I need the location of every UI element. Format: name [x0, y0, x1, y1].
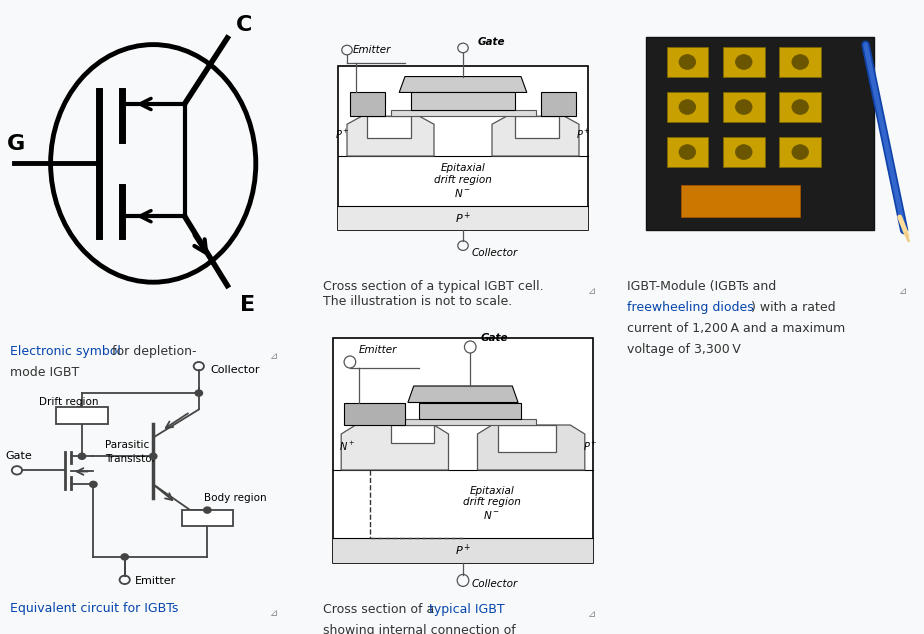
Text: IGBT-Module (IGBTs and: IGBT-Module (IGBTs and [627, 280, 776, 293]
Bar [391, 425, 434, 443]
Polygon shape [399, 77, 527, 93]
Text: ⊿: ⊿ [270, 608, 278, 618]
Text: Cross section of a typical IGBT cell.
The illustration is not to scale.: Cross section of a typical IGBT cell. Th… [323, 280, 543, 308]
Text: Drift region: Drift region [39, 398, 99, 408]
Bar [56, 407, 107, 424]
Bar [780, 48, 821, 77]
Circle shape [150, 453, 157, 459]
Text: Emitter: Emitter [135, 576, 176, 586]
Polygon shape [341, 425, 448, 470]
Bar [516, 116, 559, 138]
Text: Parasitic: Parasitic [104, 439, 149, 450]
Bar [405, 419, 536, 425]
Text: Emitter: Emitter [353, 45, 391, 55]
Text: $P^+$: $P^+$ [455, 210, 471, 226]
Bar [344, 403, 405, 425]
Circle shape [79, 453, 86, 459]
Bar [419, 403, 521, 419]
Bar [338, 207, 588, 230]
Bar [666, 138, 708, 167]
Circle shape [203, 507, 211, 513]
Text: Collector: Collector [471, 579, 518, 589]
Polygon shape [646, 37, 874, 230]
Text: mode IGBT: mode IGBT [10, 366, 79, 379]
Text: Cross section of a: Cross section of a [323, 603, 438, 616]
Text: $N^+$: $N^+$ [529, 120, 545, 133]
Polygon shape [407, 386, 518, 403]
Text: $P^+$: $P^+$ [576, 128, 590, 141]
Bar [541, 93, 576, 116]
Text: Equivalent circuit for IGBTs: Equivalent circuit for IGBTs [10, 602, 178, 615]
Text: current of 1,200 A and a maximum: current of 1,200 A and a maximum [627, 322, 845, 335]
Circle shape [736, 55, 752, 69]
Bar [780, 138, 821, 167]
Text: ⊿: ⊿ [588, 609, 596, 619]
Text: ⊿: ⊿ [270, 351, 278, 361]
Text: showing internal connection of: showing internal connection of [323, 624, 516, 634]
Circle shape [792, 100, 808, 115]
Bar [333, 538, 593, 563]
Circle shape [736, 145, 752, 160]
Bar [498, 425, 556, 452]
Text: $N^+$: $N^+$ [381, 120, 397, 133]
Text: Body region: Body region [204, 493, 267, 503]
Text: $N^+$: $N^+$ [404, 428, 420, 441]
Text: Collector: Collector [471, 248, 518, 258]
Text: for depletion-: for depletion- [108, 345, 197, 358]
Polygon shape [478, 425, 585, 470]
Bar [368, 116, 411, 138]
Text: Gate: Gate [5, 451, 31, 462]
Text: Gate: Gate [480, 333, 508, 343]
Text: freewheeling diodes: freewheeling diodes [627, 301, 754, 314]
Circle shape [121, 554, 128, 560]
Circle shape [679, 145, 696, 160]
Bar [681, 185, 800, 217]
Text: Transistor: Transistor [104, 453, 156, 463]
Text: $P^+$: $P^+$ [455, 543, 471, 558]
Text: E: E [239, 295, 255, 315]
Text: Epitaxial
drift region
$N^-$: Epitaxial drift region $N^-$ [434, 164, 492, 199]
Bar [333, 338, 593, 563]
Text: ⊿: ⊿ [588, 286, 596, 296]
Circle shape [90, 481, 97, 488]
Polygon shape [492, 116, 579, 156]
Circle shape [195, 390, 202, 396]
Circle shape [679, 100, 696, 115]
Bar [666, 93, 708, 122]
Text: G: G [6, 134, 25, 153]
Text: Emitter: Emitter [359, 345, 397, 355]
Circle shape [679, 55, 696, 69]
Text: $N^+$: $N^+$ [339, 439, 355, 453]
Text: voltage of 3,300 V: voltage of 3,300 V [627, 343, 741, 356]
Text: Collector: Collector [210, 365, 260, 375]
Bar [666, 48, 708, 77]
Text: $P^+$: $P^+$ [583, 439, 598, 453]
Bar [350, 93, 384, 116]
Bar [391, 110, 536, 116]
Polygon shape [347, 116, 434, 156]
Text: $N^+$: $N^+$ [518, 432, 535, 445]
Text: ⊿: ⊿ [899, 286, 907, 296]
Text: Electronic symbol: Electronic symbol [10, 345, 121, 358]
Text: Epitaxial
drift region
$N^-$: Epitaxial drift region $N^-$ [463, 486, 521, 521]
Bar [338, 66, 588, 230]
Text: typical IGBT: typical IGBT [430, 603, 505, 616]
Circle shape [792, 55, 808, 69]
Bar [723, 93, 764, 122]
Text: $P^+$: $P^+$ [335, 128, 350, 141]
Text: Gate: Gate [478, 37, 505, 47]
Circle shape [736, 100, 752, 115]
Bar [182, 510, 233, 526]
Circle shape [792, 145, 808, 160]
Bar [411, 93, 516, 110]
Text: C: C [237, 15, 252, 35]
Bar [780, 93, 821, 122]
Bar [723, 138, 764, 167]
Bar [723, 48, 764, 77]
Text: ) with a rated: ) with a rated [751, 301, 835, 314]
